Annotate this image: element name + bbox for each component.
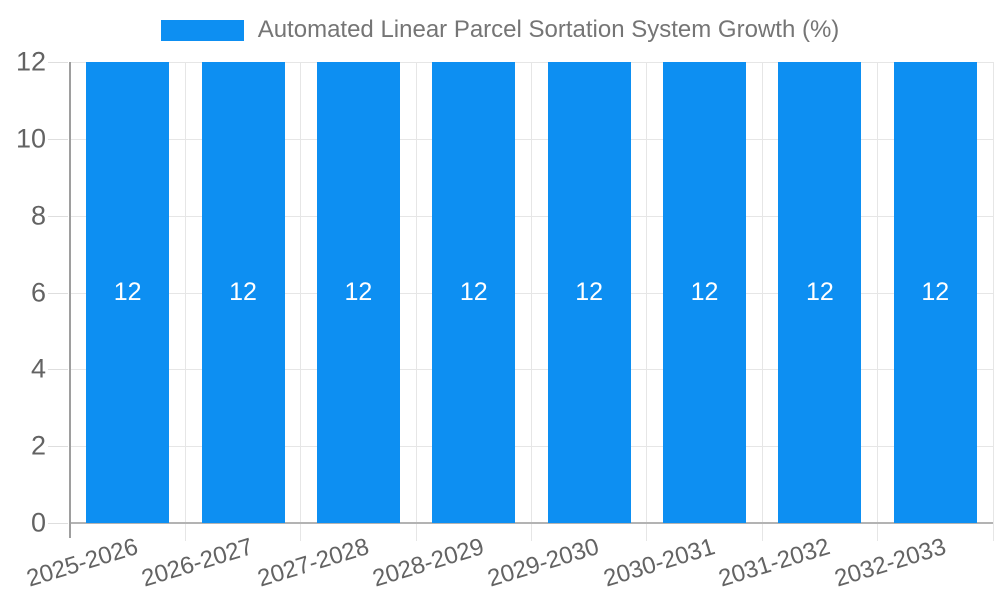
bar[interactable]: 12	[547, 62, 631, 523]
v-gridline	[877, 62, 879, 541]
bar[interactable]: 12	[201, 62, 285, 523]
v-gridline	[531, 62, 532, 541]
bar-value-label: 12	[806, 278, 834, 306]
y-tick-mark	[48, 369, 68, 371]
y-tick-mark	[48, 62, 68, 63]
bar[interactable]: 12	[893, 62, 977, 523]
bar[interactable]: 12	[663, 62, 747, 523]
y-axis-label: 0	[30, 507, 46, 538]
x-baseline	[70, 522, 993, 524]
x-axis-label: 2031-2032	[715, 533, 834, 593]
x-axis-label: 2027-2028	[254, 533, 372, 593]
v-gridline	[300, 62, 302, 541]
v-gridline	[646, 62, 648, 541]
y-tick-mark	[48, 446, 68, 448]
x-axis-label: 2026-2027	[138, 533, 257, 593]
y-axis-label: 6	[30, 277, 46, 307]
v-gridline	[761, 62, 763, 541]
y-axis-line	[69, 62, 71, 538]
v-gridline	[992, 62, 994, 541]
y-axis: 0 2 4 6 8 10 12	[0, 48, 46, 536]
y-tick-mark	[48, 292, 68, 294]
bar-value-label: 12	[575, 278, 604, 306]
bar-value-label: 12	[229, 278, 257, 306]
legend-label: Automated Linear Parcel Sortation System…	[257, 16, 840, 43]
plot-area: 12 12 12 12 12 12 12 12	[48, 62, 994, 541]
x-axis-label: 2032-2033	[830, 533, 949, 593]
v-gridline	[184, 62, 186, 541]
bar[interactable]: 12	[86, 62, 170, 523]
y-tick-mark	[48, 215, 68, 217]
x-axis-label: 2028-2029	[369, 533, 488, 593]
y-axis-label: 8	[30, 200, 46, 231]
bar-value-label: 12	[690, 278, 719, 306]
legend: Automated Linear Parcel Sortation System…	[0, 16, 1000, 45]
bar-value-label: 12	[921, 278, 950, 306]
x-axis-label: 2029-2030	[484, 533, 603, 593]
legend-swatch	[160, 19, 244, 41]
x-axis-label: 2025-2026	[23, 533, 141, 593]
v-gridline	[415, 62, 417, 541]
bar[interactable]: 12	[432, 62, 516, 523]
bar[interactable]: 12	[316, 62, 400, 523]
bar-value-label: 12	[459, 278, 488, 306]
y-tick-mark	[48, 138, 68, 140]
bar[interactable]: 12	[778, 62, 862, 523]
y-axis-label: 10	[15, 123, 46, 154]
y-tick-mark	[48, 523, 68, 524]
bar-value-label: 12	[344, 278, 373, 306]
x-axis-label: 2030-2031	[600, 533, 718, 593]
bar-value-label: 12	[113, 278, 142, 306]
y-axis-label: 4	[30, 353, 46, 384]
y-axis-label: 12	[15, 46, 46, 77]
y-axis-label: 2	[30, 430, 46, 461]
